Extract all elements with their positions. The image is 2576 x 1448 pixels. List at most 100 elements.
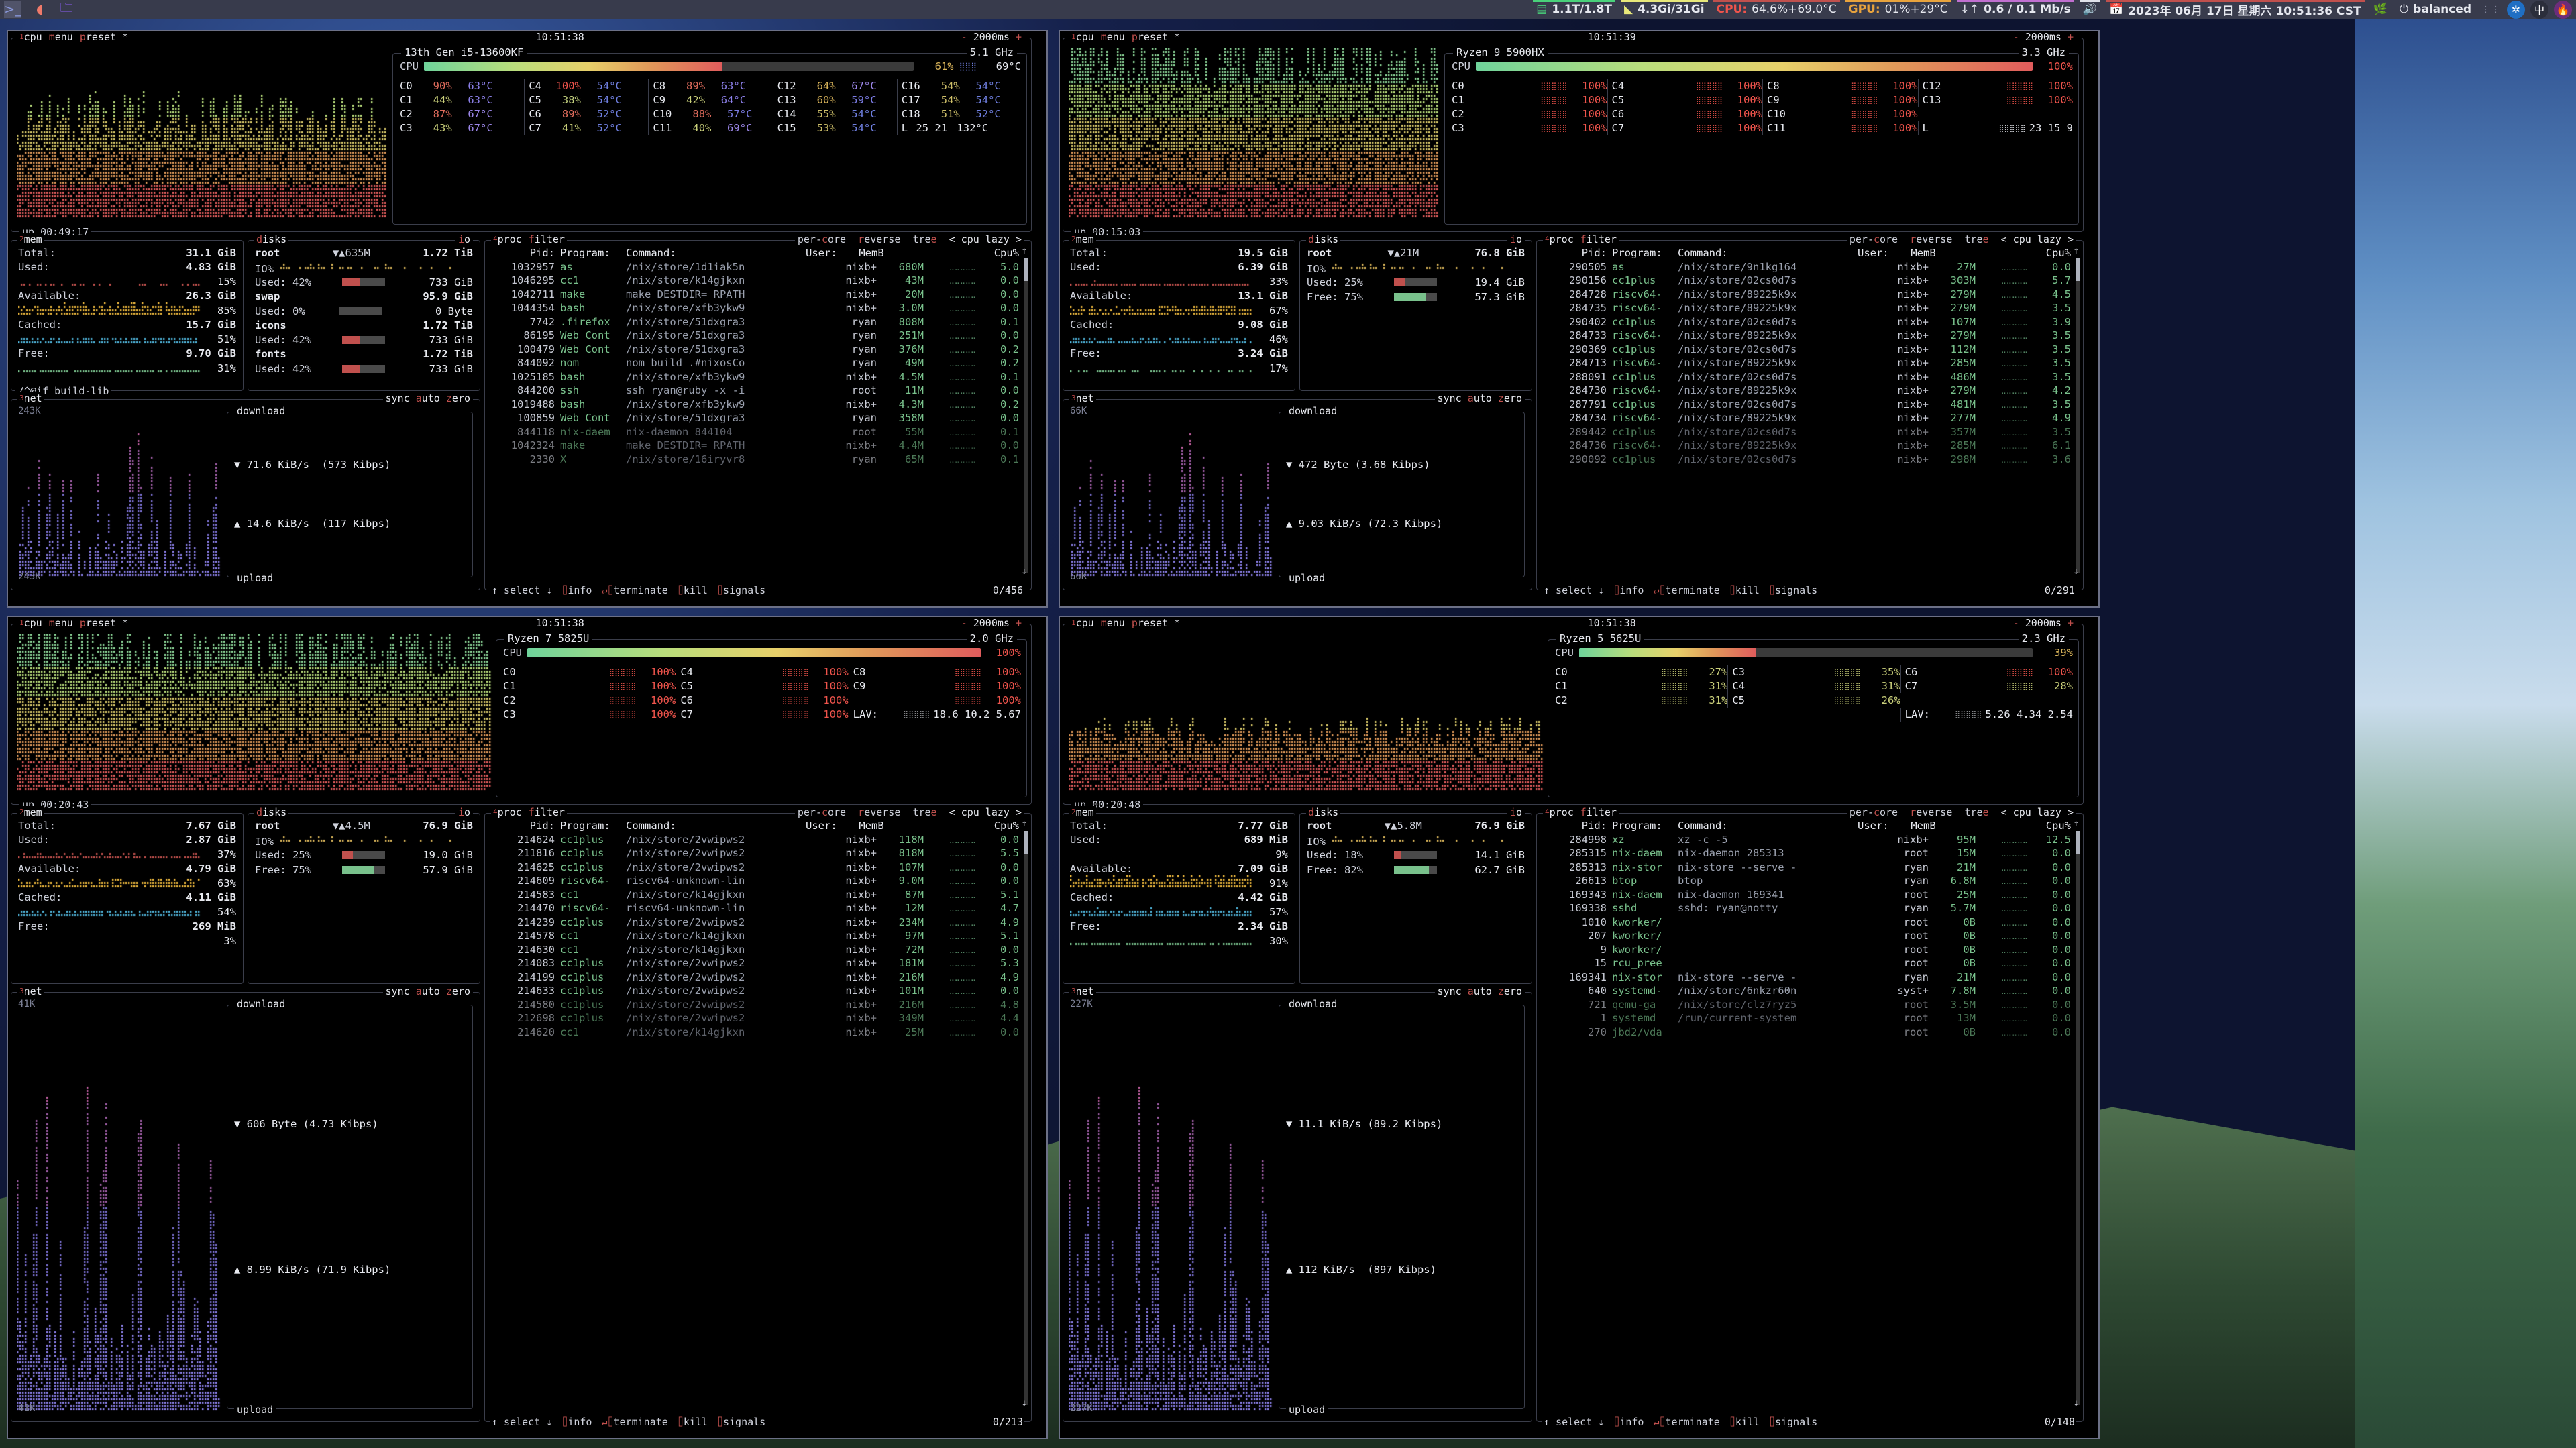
footer-select[interactable]: ↑ select ↓ bbox=[492, 1416, 553, 1428]
input-method-icon[interactable]: 屮 bbox=[2530, 0, 2548, 19]
table-row[interactable]: 1019488 bash/nix/store/xfb3ykw9 nixb+ 4.3M ⣀… bbox=[490, 398, 1019, 412]
interval-increase[interactable]: + bbox=[1015, 617, 1022, 629]
footer-terminate[interactable]: ↵⌷terminate bbox=[601, 584, 668, 596]
sort-selector[interactable]: < cpu lazy > bbox=[949, 806, 1022, 818]
menu-label[interactable]: enu bbox=[54, 31, 73, 43]
table-row[interactable]: 207 kworker/root 0B ⣀⣀⣀⣀⣀ 0.0 bbox=[1542, 929, 2071, 943]
net-zero-option[interactable]: zero bbox=[445, 985, 470, 997]
net-options[interactable]: sync auto zero bbox=[382, 985, 473, 997]
table-row[interactable]: 290092 cc1plus/nix/store/02cs0d7s nixb+ 298… bbox=[1542, 453, 2071, 467]
footer-select[interactable]: ↑ select ↓ bbox=[1544, 1416, 1605, 1428]
scroll-down-arrow[interactable]: ↓ bbox=[2073, 1398, 2079, 1408]
table-row[interactable]: 284734 riscv64- /nix/store/89225k9x nixb+ 27… bbox=[1542, 411, 2071, 425]
proc-options[interactable]: per-core reverse tree < cpu lazy > bbox=[794, 233, 1024, 245]
table-row[interactable]: 2330 X/nix/store/16iryvr8 ryan 65M ⣀⣀⣀⣀⣀ 0.1 bbox=[490, 453, 1019, 467]
interval-decrease[interactable]: - bbox=[2012, 31, 2019, 43]
disks-key[interactable]: d bbox=[1308, 806, 1315, 818]
net-sync-option[interactable]: sync bbox=[1437, 392, 1462, 404]
proc-scrollbar[interactable] bbox=[2076, 258, 2080, 573]
table-row[interactable]: 1 systemd/run/current-system root 13M ⣀⣀⣀⣀⣀ 0… bbox=[1542, 1011, 2071, 1025]
interval-decrease[interactable]: - bbox=[961, 31, 967, 43]
net-sync-option[interactable]: sync bbox=[1437, 985, 1462, 997]
net-auto-option[interactable]: auto bbox=[1467, 392, 1492, 404]
footer-info[interactable]: ⌷info bbox=[1613, 584, 1644, 596]
table-row[interactable]: 214633 cc1plus/nix/store/2vwipws2 nixb+ 101… bbox=[490, 984, 1019, 998]
io-key[interactable]: i bbox=[458, 806, 464, 818]
io-key[interactable]: i bbox=[458, 233, 464, 245]
sort-selector[interactable]: < cpu lazy > bbox=[2000, 233, 2074, 245]
io-key[interactable]: i bbox=[1509, 233, 1516, 245]
table-row[interactable]: 270 jbd2/vda root 0B ⣀⣀⣀⣀⣀ 0.0 bbox=[1542, 1025, 2071, 1040]
scroll-down-arrow[interactable]: ↓ bbox=[2073, 566, 2079, 577]
footer-signals[interactable]: ⌷signals bbox=[1768, 584, 1818, 596]
scroll-down-arrow[interactable]: ↓ bbox=[1021, 566, 1027, 577]
table-row[interactable]: 100479 Web Cont/nix/store/51dxgra3 ryan 376… bbox=[490, 343, 1019, 357]
table-row[interactable]: 287791 cc1plus/nix/store/02cs0d7s nixb+ 481… bbox=[1542, 398, 2071, 412]
menu-key[interactable]: m bbox=[1100, 617, 1107, 629]
interval-decrease[interactable]: - bbox=[2012, 617, 2019, 629]
statusbar-power-profile[interactable]: ⏻ balanced bbox=[2394, 0, 2477, 19]
table-row[interactable]: 7742 .firefox/nix/store/51dxgra3 ryan 808M ⣀… bbox=[490, 315, 1019, 329]
net-sync-option[interactable]: sync bbox=[385, 985, 410, 997]
table-row[interactable]: 214624 cc1plus/nix/store/2vwipws2 nixb+ 118… bbox=[490, 833, 1019, 847]
table-row[interactable]: 289442 cc1plus/nix/store/02cs0d7s nixb+ 357… bbox=[1542, 425, 2071, 439]
filter-label[interactable]: ilter bbox=[1586, 233, 1617, 245]
statusbar-disk[interactable]: ▤ 1.1T/1.8T bbox=[1530, 0, 1618, 19]
statusbar-clock[interactable]: 📅 2023年 06月 17日 星期六 10:51:36 CST bbox=[2103, 0, 2367, 19]
filter-key[interactable]: f bbox=[1580, 806, 1587, 818]
footer-signals[interactable]: ⌷signals bbox=[716, 584, 766, 596]
footer-info[interactable]: ⌷info bbox=[1613, 1416, 1644, 1428]
filter-key[interactable]: f bbox=[1580, 233, 1587, 245]
table-row[interactable]: 844200 ssh ssh ryan@ruby -x -i root 11M ⣀⣀⣀⣀⣀… bbox=[490, 384, 1019, 398]
statusbar-memory[interactable]: ◣ 4.3Gi/31Gi bbox=[1618, 0, 1711, 19]
terminal-window-1[interactable]: 1 cpu m enu p reset * 10:51:38- 2000ms +13th G… bbox=[7, 30, 1048, 608]
footer-signals[interactable]: ⌷signals bbox=[716, 1416, 766, 1428]
scroll-up-arrow[interactable]: ↑ bbox=[1021, 818, 1027, 829]
flameshot-icon[interactable]: 🔥 bbox=[2554, 0, 2572, 19]
footer-kill[interactable]: ⌷kill bbox=[1729, 1416, 1760, 1428]
table-row[interactable]: 284730 riscv64- /nix/store/89225k9x nixb+ 27… bbox=[1542, 384, 2071, 398]
io-key[interactable]: i bbox=[1509, 806, 1516, 818]
proc-scrollbar-thumb[interactable] bbox=[2076, 258, 2080, 281]
table-row[interactable]: 284733 riscv64- /nix/store/89225k9x nixb+ 27… bbox=[1542, 329, 2071, 343]
table-row[interactable]: 86195 Web Cont/nix/store/51dxgra3 ryan 251M… bbox=[490, 329, 1019, 343]
table-row[interactable]: 214580 cc1plus/nix/store/2vwipws2 nixb+ 216… bbox=[490, 998, 1019, 1012]
proc-options[interactable]: per-core reverse tree < cpu lazy > bbox=[1846, 806, 2076, 818]
statusbar-network[interactable]: ↓↑ 0.6 / 0.1 Mb/s bbox=[1954, 0, 2077, 19]
table-row[interactable]: 214578 cc1/nix/store/k14gjkxn nixb+ 97M ⣀⣀⣀⣀… bbox=[490, 929, 1019, 943]
table-row[interactable]: 15 rcu_pree root 0B ⣀⣀⣀⣀⣀ 0.0 bbox=[1542, 956, 2071, 970]
footer-kill[interactable]: ⌷kill bbox=[677, 1416, 708, 1428]
file-manager-icon[interactable]: 🗀 bbox=[60, 1, 73, 15]
terminal-window-3[interactable]: 1 cpu m enu p reset * 10:51:38 - 2000ms + Ryzen … bbox=[7, 616, 1048, 1439]
net-zero-option[interactable]: zero bbox=[1497, 392, 1522, 404]
tree-option[interactable]: tree bbox=[912, 806, 937, 818]
filter-label[interactable]: ilter bbox=[534, 233, 565, 245]
menu-label[interactable]: enu bbox=[1106, 617, 1125, 629]
interval-increase[interactable]: + bbox=[1015, 31, 1022, 43]
scroll-up-arrow[interactable]: ↑ bbox=[1021, 245, 1027, 256]
filter-key[interactable]: f bbox=[528, 806, 535, 818]
statusbar-volume[interactable]: 🔊 bbox=[2077, 0, 2103, 19]
preset-key[interactable]: p bbox=[1131, 617, 1138, 629]
interval-decrease[interactable]: - bbox=[961, 617, 967, 629]
table-row[interactable]: 214083 cc1plus/nix/store/2vwipws2 nixb+ 181… bbox=[490, 956, 1019, 970]
table-row[interactable]: 640 systemd- /nix/store/6nkzr60n syst+ 7.8M ⣀… bbox=[1542, 984, 2071, 998]
table-row[interactable]: 214470 riscv64- riscv64-unknown-lin nixb+ 12… bbox=[490, 901, 1019, 915]
table-row[interactable]: 284713 riscv64- /nix/store/89225k9x nixb+ 28… bbox=[1542, 356, 2071, 370]
table-row[interactable]: 284736 riscv64- /nix/store/89225k9x nixb+ 28… bbox=[1542, 439, 2071, 453]
table-row[interactable]: 290402 cc1plus/nix/store/02cs0d7s nixb+ 107… bbox=[1542, 315, 2071, 329]
table-row[interactable]: 290505 as/nix/store/9n1kg164 nixb+ 27M ⣀⣀⣀⣀⣀… bbox=[1542, 260, 2071, 274]
proc-options[interactable]: per-core reverse tree < cpu lazy > bbox=[794, 806, 1024, 818]
table-row[interactable]: 9 kworker/root 0B ⣀⣀⣀⣀⣀ 0.0 bbox=[1542, 943, 2071, 957]
tree-option[interactable]: tree bbox=[1964, 233, 1989, 245]
per-core-option[interactable]: per-core bbox=[1849, 806, 1898, 818]
per-core-option[interactable]: per-core bbox=[797, 806, 847, 818]
proc-scrollbar-thumb[interactable] bbox=[1024, 258, 1028, 281]
footer-kill[interactable]: ⌷kill bbox=[677, 584, 708, 596]
net-auto-option[interactable]: auto bbox=[1467, 985, 1492, 997]
table-row[interactable]: 169341 nix-stor nix-store --serve - ryan 21M… bbox=[1542, 970, 2071, 985]
table-row[interactable]: 169343 nix-daem nix-daemon 169341 root 25M ⣀⣀… bbox=[1542, 888, 2071, 902]
terminal-window-2[interactable]: 1 cpu m enu p reset * 10:51:39 - 2000ms + Ryzen … bbox=[1059, 30, 2100, 608]
tray-handle[interactable]: ⋮⋮ bbox=[2481, 4, 2502, 15]
reverse-option[interactable]: reverse bbox=[1910, 806, 1953, 818]
